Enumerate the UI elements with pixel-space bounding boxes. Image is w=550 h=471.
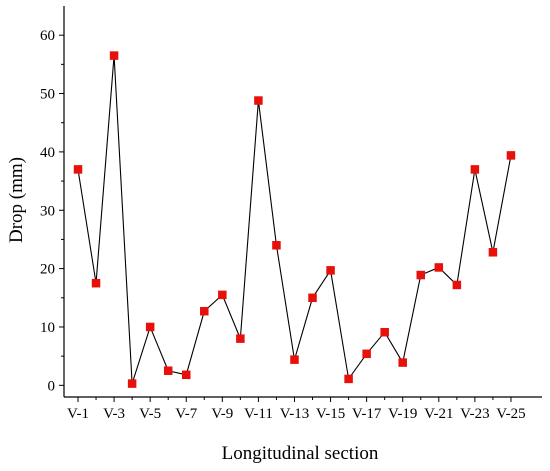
data-point — [470, 165, 480, 174]
x-axis-title: Longitudinal section — [222, 443, 379, 464]
data-point — [236, 334, 245, 343]
data-point — [91, 278, 101, 288]
y-ticks: 0 10 20 30 40 50 60 — [40, 28, 64, 394]
data-point — [254, 96, 263, 105]
data-point — [380, 327, 389, 337]
data-point — [163, 366, 173, 375]
series-line — [77, 55, 512, 384]
x-tick-label: V-13 — [280, 406, 309, 422]
y-tick-label: 0 — [48, 378, 56, 394]
x-tick-label: V-1 — [67, 406, 89, 422]
x-tick-label: V-11 — [244, 406, 273, 422]
data-point — [362, 349, 371, 359]
data-point — [145, 322, 155, 332]
data-point — [452, 280, 462, 290]
y-axis-title: Drop (mm) — [6, 157, 27, 243]
y-tick-label: 30 — [40, 203, 55, 219]
data-point — [344, 374, 353, 384]
data-point — [488, 248, 498, 257]
data-point — [127, 379, 137, 388]
axes — [63, 6, 542, 398]
data-point — [218, 290, 227, 300]
x-tick-label: V-5 — [139, 406, 161, 422]
data-point — [73, 165, 83, 174]
data-point — [272, 241, 281, 250]
data-point — [434, 263, 444, 272]
x-tick-label: V-3 — [103, 406, 125, 422]
x-tick-label: V-15 — [316, 406, 345, 422]
y-tick-label: 40 — [40, 145, 55, 161]
data-point — [200, 306, 209, 316]
data-point — [416, 270, 426, 280]
y-tick-label: 50 — [40, 87, 55, 103]
y-tick-label: 10 — [40, 320, 55, 336]
data-point — [109, 51, 119, 60]
x-tick-label: V-25 — [496, 406, 525, 422]
x-tick-label: V-21 — [424, 406, 453, 422]
x-tick-label: V-19 — [388, 406, 417, 422]
x-tick-label: V-17 — [352, 406, 382, 422]
data-point — [398, 358, 407, 367]
data-point — [326, 266, 335, 275]
data-point — [290, 355, 299, 364]
y-tick-label: 60 — [40, 28, 55, 44]
x-tick-label: V-23 — [460, 406, 489, 422]
x-ticks: V-1 V-3 V-5 V-7 V-9 V-11 V-13 V-15 V-17 V-19 V-21 V… — [67, 397, 526, 422]
y-tick-label: 20 — [40, 262, 55, 278]
data-point — [181, 370, 191, 380]
x-tick-label: V-9 — [211, 406, 233, 422]
data-point — [308, 293, 317, 303]
data-point — [506, 151, 516, 160]
x-tick-label: V-7 — [175, 406, 197, 422]
series — [73, 51, 516, 388]
